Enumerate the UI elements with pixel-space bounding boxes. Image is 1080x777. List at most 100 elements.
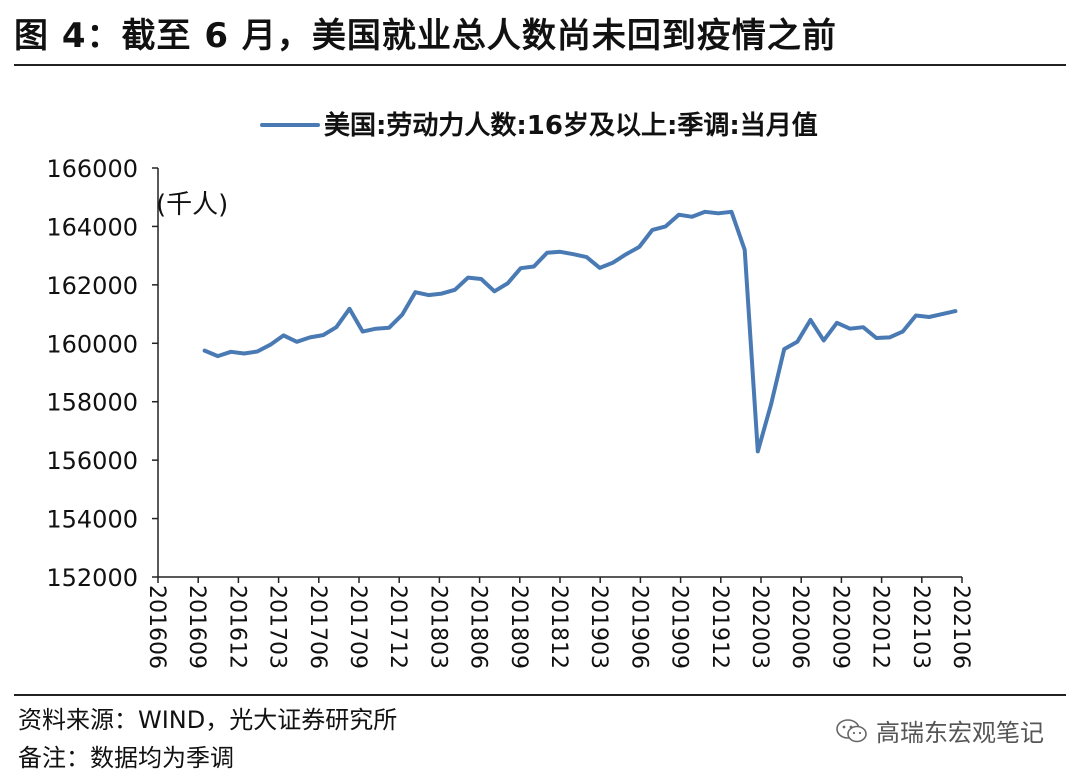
series-layer bbox=[202, 209, 958, 454]
data-point bbox=[795, 340, 799, 344]
x-tick-label: 201909 bbox=[667, 585, 692, 669]
data-point bbox=[637, 245, 641, 249]
data-point bbox=[611, 261, 615, 265]
x-tick-label: 201903 bbox=[586, 585, 611, 669]
chart-legend: 美国:劳动力人数:16岁及以上:季调:当月值 bbox=[260, 110, 818, 141]
data-point bbox=[242, 351, 246, 356]
data-point bbox=[598, 266, 602, 270]
data-point bbox=[295, 340, 299, 344]
data-point bbox=[321, 333, 325, 337]
x-tick-label: 202103 bbox=[908, 585, 933, 669]
data-point bbox=[861, 325, 865, 329]
data-point bbox=[216, 354, 220, 358]
y-tick-label: 164000 bbox=[46, 213, 138, 241]
watermark-text: 高瑞东宏观笔记 bbox=[876, 719, 1044, 747]
data-point bbox=[848, 327, 852, 331]
data-point bbox=[782, 347, 786, 351]
data-point bbox=[690, 215, 694, 219]
x-tick-label: 202003 bbox=[747, 585, 772, 669]
x-tick-label: 201912 bbox=[707, 585, 732, 669]
data-point bbox=[558, 250, 562, 254]
data-point bbox=[453, 288, 457, 292]
data-point bbox=[822, 338, 826, 342]
title-divider bbox=[14, 64, 1066, 66]
x-tick-label: 201809 bbox=[506, 585, 531, 669]
data-point bbox=[571, 252, 576, 256]
x-tick-label: 202009 bbox=[827, 585, 852, 669]
data-point bbox=[901, 330, 905, 334]
data-point bbox=[413, 290, 417, 294]
y-tick-label: 162000 bbox=[46, 272, 138, 300]
x-tick-label: 201703 bbox=[265, 585, 290, 669]
data-point bbox=[835, 321, 839, 325]
data-point bbox=[426, 293, 431, 297]
data-point bbox=[334, 325, 338, 329]
data-point bbox=[229, 350, 233, 354]
data-point bbox=[545, 251, 549, 255]
data-point bbox=[650, 228, 655, 232]
unit-label: (千人) bbox=[156, 190, 228, 220]
data-point bbox=[729, 210, 734, 214]
data-point bbox=[466, 276, 470, 280]
data-point bbox=[953, 309, 958, 313]
data-point bbox=[585, 255, 589, 259]
data-point bbox=[374, 327, 378, 331]
data-point bbox=[532, 264, 536, 269]
data-point bbox=[703, 210, 707, 214]
footer-divider bbox=[14, 694, 1066, 696]
legend-label: 美国:劳动力人数:16岁及以上:季调:当月值 bbox=[324, 110, 818, 141]
x-tick-label: 201803 bbox=[425, 585, 450, 669]
y-tick-label: 156000 bbox=[46, 447, 138, 475]
watermark: 高瑞东宏观笔记 bbox=[836, 713, 1044, 748]
data-point bbox=[874, 336, 879, 340]
data-point bbox=[940, 312, 944, 316]
wechat-icon bbox=[836, 718, 867, 742]
data-point bbox=[677, 213, 681, 217]
x-tick-label: 201712 bbox=[385, 585, 410, 669]
data-point bbox=[492, 289, 496, 293]
remark-note: 备注：数据均为季调 bbox=[18, 744, 234, 772]
y-tick-label: 154000 bbox=[46, 506, 138, 534]
data-point bbox=[624, 252, 628, 256]
y-tick-label: 152000 bbox=[46, 564, 138, 592]
data-point bbox=[888, 335, 892, 339]
data-point bbox=[743, 248, 747, 252]
data-point bbox=[255, 349, 259, 354]
source-note: 资料来源：WIND，光大证券研究所 bbox=[18, 706, 398, 734]
x-tick-label: 202012 bbox=[868, 585, 893, 669]
data-point bbox=[927, 315, 931, 319]
data-point bbox=[347, 307, 352, 311]
data-point bbox=[400, 313, 404, 317]
data-point bbox=[808, 318, 813, 322]
data-point bbox=[716, 211, 720, 215]
x-tick-label: 202106 bbox=[948, 585, 973, 669]
figure-title: 图 4：截至 6 月，美国就业总人数尚未回到疫情之前 bbox=[14, 16, 837, 56]
data-point bbox=[664, 224, 668, 228]
series-line bbox=[202, 209, 958, 454]
data-point bbox=[506, 281, 510, 285]
x-tick-label: 201806 bbox=[466, 585, 491, 669]
y-tick-label: 160000 bbox=[46, 330, 138, 358]
y-tick-label: 166000 bbox=[46, 155, 138, 183]
data-point bbox=[756, 449, 760, 453]
x-tick-label: 201709 bbox=[345, 585, 370, 669]
x-tick-label: 201812 bbox=[546, 585, 571, 669]
x-tick-label: 201906 bbox=[626, 585, 651, 669]
x-tick-label: 201609 bbox=[184, 585, 209, 669]
data-point bbox=[519, 266, 523, 270]
data-point bbox=[387, 326, 391, 330]
x-tick-label: 201612 bbox=[224, 585, 249, 669]
data-point bbox=[308, 335, 312, 339]
x-tick-label: 202006 bbox=[787, 585, 812, 669]
data-point bbox=[479, 277, 483, 281]
data-point bbox=[282, 333, 286, 337]
y-axis: 152000 154000 156000 158000 160000 162000 1640… bbox=[46, 155, 159, 592]
x-axis: 201606 201609 201612 201703 201706 201709 2017… bbox=[144, 576, 973, 669]
data-point bbox=[361, 330, 365, 334]
data-point bbox=[203, 349, 207, 353]
y-tick-label: 158000 bbox=[46, 389, 138, 417]
data-point bbox=[914, 313, 918, 318]
data-point bbox=[268, 343, 272, 347]
x-tick-label: 201606 bbox=[144, 585, 169, 669]
